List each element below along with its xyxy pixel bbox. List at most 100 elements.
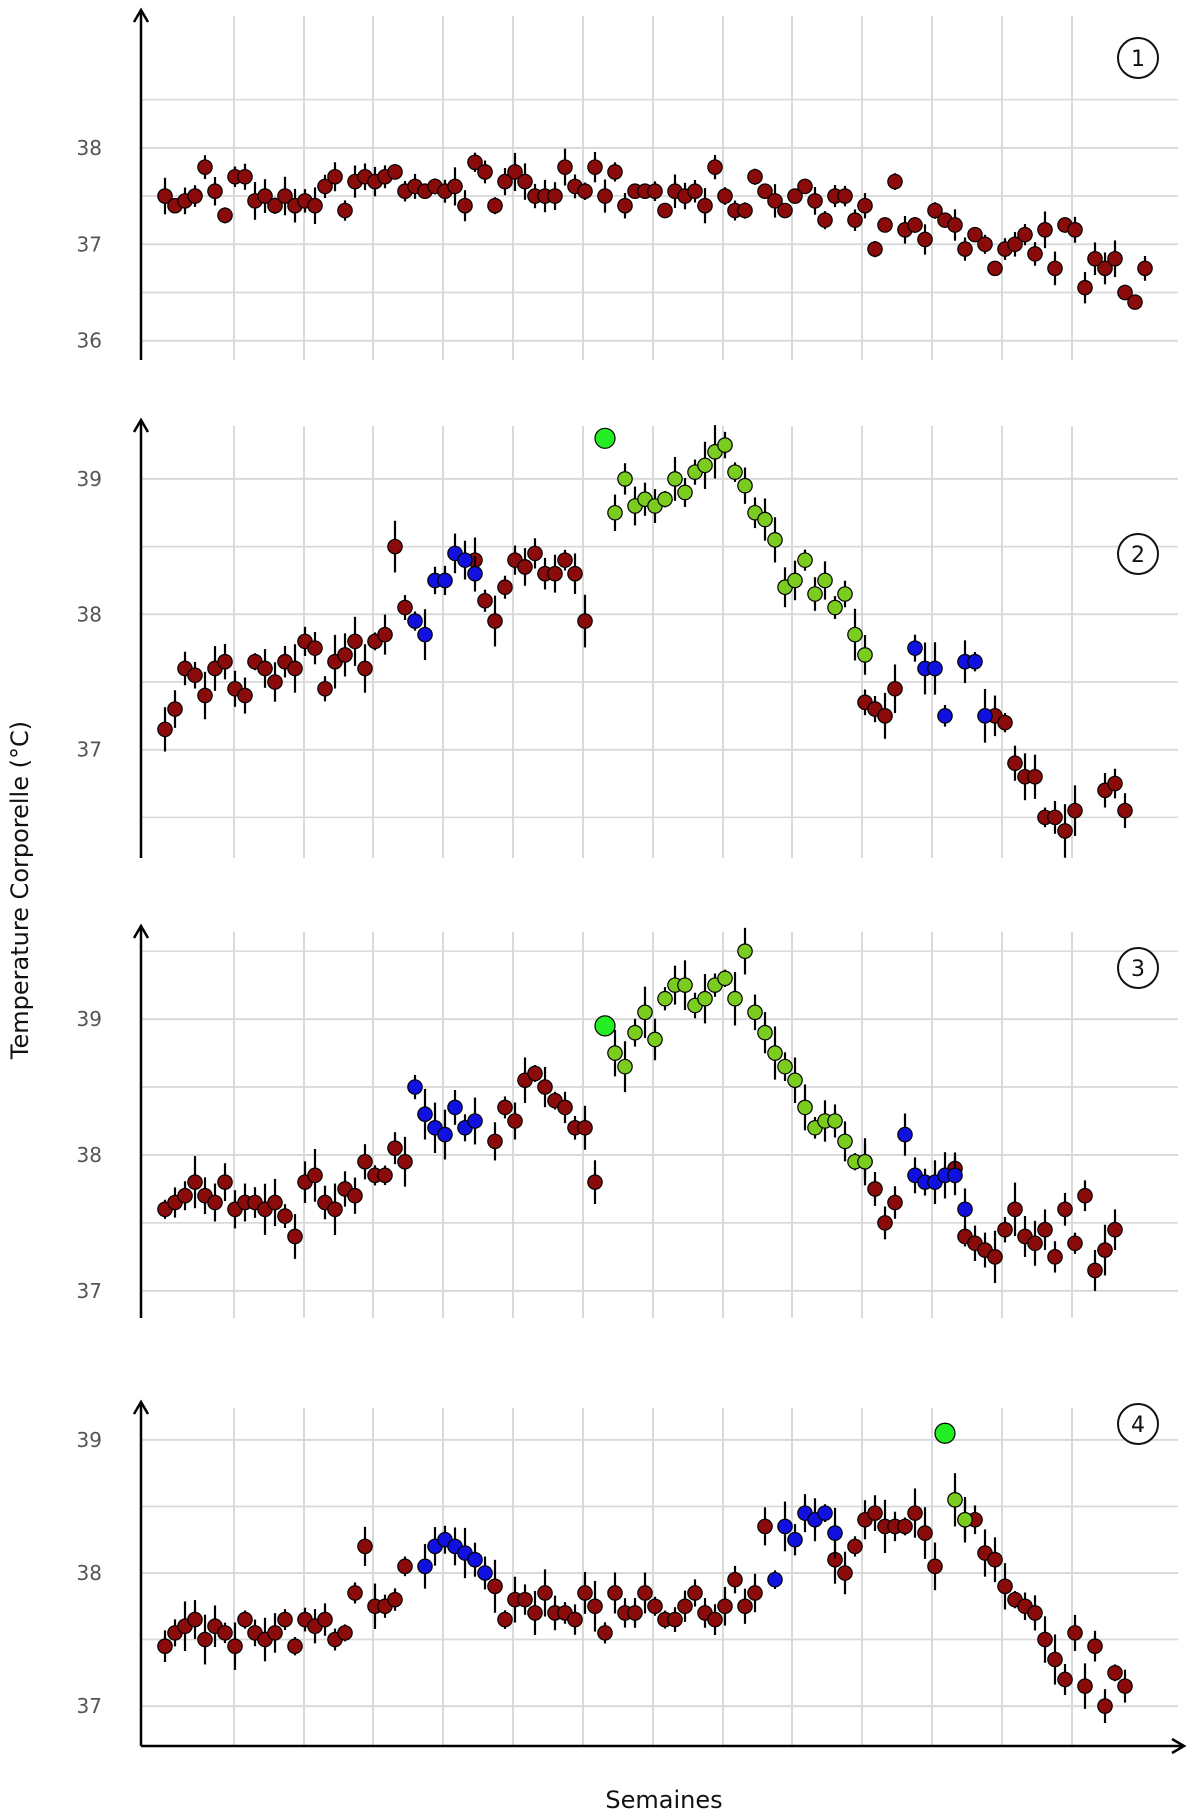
data-point <box>657 990 673 1007</box>
data-point <box>347 633 363 650</box>
data-point <box>417 1558 433 1575</box>
data-point <box>887 680 903 697</box>
data-point <box>437 1126 453 1143</box>
y-tick-label: 38 <box>77 1143 102 1167</box>
chart-panel-2: 37 38 39 2 <box>77 417 1178 858</box>
x-axis-label: Semaines <box>605 1786 722 1814</box>
data-point <box>677 484 693 501</box>
data-point <box>557 1099 573 1116</box>
data-point <box>257 660 273 677</box>
data-point <box>497 173 513 190</box>
data-point <box>187 667 203 684</box>
data-point <box>307 640 323 656</box>
data-point <box>927 660 943 677</box>
data-point <box>607 1045 623 1061</box>
data-point <box>857 647 873 663</box>
data-point <box>827 599 843 616</box>
data-point <box>787 188 803 204</box>
data-point <box>157 721 173 738</box>
data-point <box>1107 1665 1123 1681</box>
data-point <box>1117 802 1133 819</box>
data-point <box>607 1585 623 1601</box>
data-point <box>867 1505 883 1521</box>
data-point <box>517 559 533 575</box>
data-point <box>487 613 503 629</box>
data-point <box>397 599 413 616</box>
data-point <box>487 1578 503 1595</box>
data-point <box>837 188 853 204</box>
data-point <box>477 592 493 609</box>
y-tick-label: 38 <box>77 1561 102 1585</box>
data-point <box>477 1565 493 1581</box>
data-point <box>1057 823 1073 839</box>
data-point <box>467 1113 483 1129</box>
data-point <box>647 183 663 200</box>
data-point <box>467 565 483 582</box>
data-point <box>217 653 233 670</box>
data-point <box>1047 260 1063 277</box>
data-point <box>387 164 403 180</box>
data-point <box>637 1004 653 1021</box>
data-point <box>217 1625 233 1641</box>
data-point <box>987 260 1003 277</box>
data-point <box>237 1611 253 1628</box>
data-point <box>897 1518 913 1535</box>
y-axis-label: Temperature Corporelle (°C) <box>6 721 34 1060</box>
data-point <box>1027 1605 1043 1621</box>
panel-number-badge <box>1117 37 1159 79</box>
data-point <box>737 1598 753 1615</box>
data-point <box>1127 294 1143 310</box>
data-point <box>627 1605 643 1621</box>
y-axis-arrow <box>132 417 150 433</box>
data-point <box>1027 1235 1043 1252</box>
data-point <box>797 178 813 195</box>
data-point <box>557 552 573 568</box>
data-point <box>847 212 863 228</box>
data-point <box>607 164 623 180</box>
data-point <box>317 1611 333 1628</box>
data-point <box>1027 246 1043 262</box>
data-point <box>597 1625 613 1641</box>
data-point <box>877 1215 893 1231</box>
y-tick-label: 39 <box>77 1007 102 1031</box>
data-point <box>1107 1221 1123 1238</box>
y-tick-label: 37 <box>77 1279 102 1303</box>
data-point <box>1097 260 1113 277</box>
data-point <box>1007 1201 1023 1218</box>
data-point <box>677 1598 693 1615</box>
y-tick-label: 36 <box>77 329 102 353</box>
data-point <box>317 178 333 195</box>
panel-number-badge <box>1117 947 1159 989</box>
data-point <box>397 1153 413 1170</box>
y-tick-label: 37 <box>77 232 102 256</box>
data-point <box>1027 768 1043 785</box>
data-point <box>927 202 943 219</box>
data-point <box>457 552 473 568</box>
data-point <box>647 1598 663 1615</box>
data-point <box>657 202 673 219</box>
data-point <box>827 1525 843 1541</box>
data-point <box>807 193 823 209</box>
data-point <box>397 1558 413 1575</box>
data-point <box>487 197 503 214</box>
data-point <box>527 1605 543 1621</box>
data-point <box>277 1208 293 1224</box>
data-point <box>687 183 703 200</box>
data-point <box>1087 1638 1103 1654</box>
data-point <box>727 1571 743 1588</box>
data-point <box>647 1031 663 1048</box>
peak-point <box>594 427 616 449</box>
data-point <box>797 1099 813 1116</box>
data-point <box>967 226 983 243</box>
data-point <box>707 1611 723 1628</box>
data-point <box>777 202 793 219</box>
data-point <box>977 708 993 724</box>
data-point <box>1117 284 1133 301</box>
data-point <box>907 217 923 233</box>
data-point <box>217 1174 233 1190</box>
data-point <box>947 1492 963 1508</box>
data-point <box>757 183 773 200</box>
data-point <box>187 1611 203 1628</box>
data-point <box>457 197 473 214</box>
